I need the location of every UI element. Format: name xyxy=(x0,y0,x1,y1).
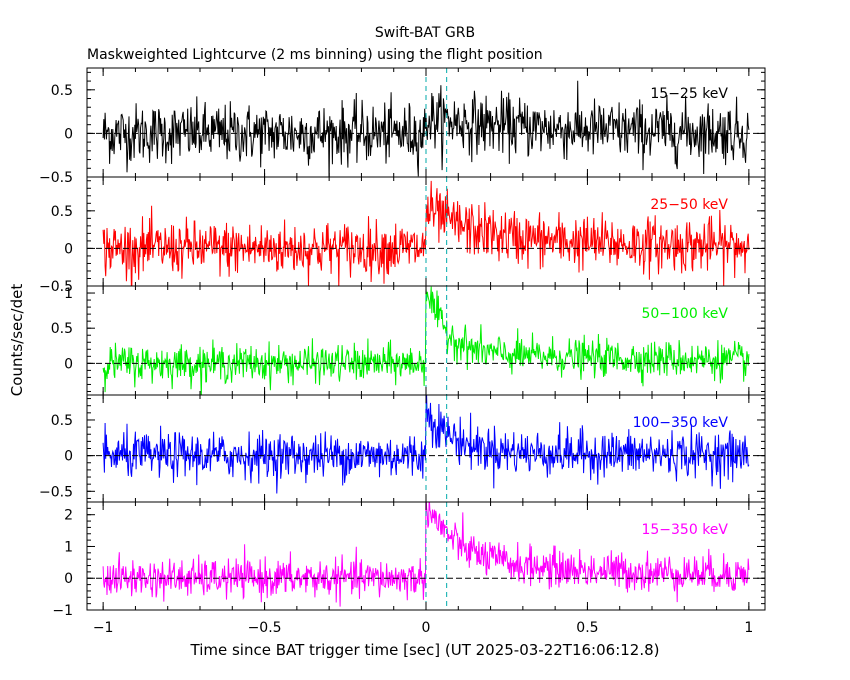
panel-4: −0.5 0 0.5 100−350 keV xyxy=(39,394,766,503)
energy-band-label: 25−50 keV xyxy=(650,197,728,213)
x-axis-label: Time since BAT trigger time [sec] (UT 20… xyxy=(190,641,660,659)
y-tick-label: 0.5 xyxy=(51,413,73,429)
panel-2: −0.5 0 0.5 25−50 keV xyxy=(39,176,766,295)
chart-title: Swift-BAT GRB xyxy=(375,25,475,41)
y-tick-label: −1 xyxy=(52,603,73,619)
x-tick-label: −0.5 xyxy=(248,620,282,636)
y-tick-label: 0 xyxy=(64,126,73,142)
y-tick-label: 0 xyxy=(64,356,73,372)
y-tick-label: 0 xyxy=(64,571,73,587)
panel-3: 0 0.5 1 50−100 keV xyxy=(51,285,766,396)
y-tick-label: 0.5 xyxy=(51,204,73,220)
y-tick-label: −0.5 xyxy=(39,484,73,500)
y-tick-label: −0.5 xyxy=(39,279,73,295)
y-tick-label: 1 xyxy=(64,286,73,302)
energy-band-label: 50−100 keV xyxy=(641,306,728,322)
x-tick-label: −1 xyxy=(93,620,114,636)
y-axis-label: Counts/sec/det xyxy=(8,284,26,397)
series-line xyxy=(102,180,750,286)
panels-group: −0.500.5 15−25 keV−0.500.5 25−50 keV00.515… xyxy=(39,67,766,619)
y-tick-label: 2 xyxy=(64,508,73,524)
y-tick-label: 1 xyxy=(64,539,73,555)
y-tick-label: 0.5 xyxy=(51,321,73,337)
y-tick-label: −0.5 xyxy=(39,170,73,186)
x-tick-label: 0.5 xyxy=(576,620,598,636)
x-tick-label: 1 xyxy=(744,620,753,636)
x-axis: −1 −0.5 0 0.5 1 xyxy=(93,620,753,636)
y-tick-label: 0 xyxy=(64,241,73,257)
energy-band-label: 15−25 keV xyxy=(650,86,728,102)
panel-5: −1 0 1 2 15−350 keV xyxy=(52,501,766,619)
y-tick-label: 0 xyxy=(64,449,73,465)
series-line xyxy=(102,502,750,607)
energy-band-label: 15−350 keV xyxy=(641,522,728,538)
energy-band-label: 100−350 keV xyxy=(633,415,729,431)
x-tick-label: 0 xyxy=(422,620,431,636)
chart-subtitle: Maskweighted Lightcurve (2 ms binning) u… xyxy=(87,47,543,63)
panel-1: −0.5 0 0.5 15−25 keV xyxy=(39,67,766,186)
y-tick-label: 0.5 xyxy=(51,83,73,99)
